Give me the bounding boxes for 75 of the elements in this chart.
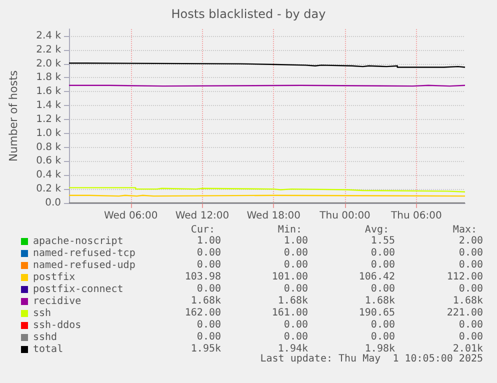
y-tick-label: 1.2 k [36, 114, 62, 125]
text: 0.00 [196, 332, 222, 342]
legend-label: postfix-connect [33, 284, 124, 295]
text: 1.00 [284, 236, 308, 246]
y-tick-label: 1.0 k [36, 128, 62, 139]
text: 101.00 [272, 272, 308, 282]
text: 106.42 [358, 272, 395, 282]
text: 1.68k [364, 296, 396, 306]
legend-label: sshd [33, 332, 58, 343]
legend-label: ssh-ddos [33, 320, 82, 331]
text: Max: [452, 224, 478, 236]
text: Last update: Thu May 1 10:05:00 2025 [260, 354, 484, 364]
text: 0.00 [458, 260, 484, 270]
text: 2.01k [452, 344, 484, 354]
text: 1.95k [190, 344, 222, 354]
y-tick-label: 2.0 k [36, 58, 62, 70]
y-axis-title: Number of hosts [7, 70, 20, 162]
text: 0.00 [284, 284, 308, 294]
x-tick-label: Wed 12:00 [175, 210, 230, 222]
text: 0.00 [196, 284, 222, 294]
text: 221.00 [446, 308, 483, 318]
text: 161.00 [272, 308, 308, 318]
y-tick-label: 1.6 k [36, 86, 62, 98]
text: 0.00 [370, 320, 396, 330]
text: 1.98k [364, 344, 396, 354]
y-tick-label: 0.6 k [36, 156, 62, 167]
text: 1.55 [370, 236, 396, 246]
text: 1.68k [452, 296, 484, 306]
text: 162.00 [184, 308, 221, 318]
text: 0.00 [284, 248, 308, 258]
y-tick-label: 0.4 k [36, 170, 62, 181]
text: 0.00 [196, 320, 222, 330]
text: 0.00 [458, 332, 484, 342]
text: 0.00 [458, 284, 484, 294]
legend-label: named-refused-tcp [33, 248, 136, 259]
text: 190.65 [358, 308, 395, 318]
x-tick-label: Thu 00:00 [318, 210, 370, 222]
text: 1.68k [190, 296, 222, 306]
text: 1.00 [196, 236, 222, 246]
legend-label: recidive [33, 296, 82, 307]
legend-label: named-refused-udp [33, 260, 136, 271]
text: 0.00 [196, 248, 222, 258]
text: 0.00 [284, 260, 308, 270]
text: 0.00 [370, 284, 396, 294]
y-tick-label: 2.2 k [36, 44, 62, 56]
y-tick-label: 2.4 k [36, 30, 62, 42]
text: 0.00 [284, 332, 308, 342]
x-tick-label: Wed 06:00 [104, 210, 158, 222]
y-tick-label: 0.0 [45, 198, 61, 208]
text: 112.00 [446, 272, 483, 282]
legend-label: total [33, 344, 64, 355]
text: 0.00 [284, 320, 308, 330]
y-tick-label: 0.2 k [36, 184, 62, 195]
text: 1.94k [278, 344, 308, 354]
text: Min: [278, 224, 302, 236]
text: 0.00 [370, 332, 396, 342]
legend-label: apache-noscript [33, 236, 124, 247]
y-tick-label: 1.8 k [36, 72, 62, 84]
text: 0.00 [458, 320, 484, 330]
x-tick-label: Thu 06:00 [390, 210, 442, 222]
x-tick-label: Wed 18:00 [246, 210, 301, 222]
y-tick-label: 1.4 k [36, 100, 62, 112]
text: Avg: [364, 224, 390, 236]
legend-label: ssh [33, 308, 52, 319]
y-tick-label: 0.8 k [36, 142, 62, 153]
legend-label: postfix [33, 272, 76, 283]
text: 103.98 [184, 272, 221, 282]
text: 0.00 [458, 248, 484, 258]
chart-title: Hosts blacklisted - by day [171, 7, 326, 21]
text: 0.00 [196, 260, 222, 270]
text: Cur: [190, 224, 216, 236]
text: 1.68k [278, 296, 308, 306]
text: 2.00 [458, 236, 484, 246]
text: 0.00 [370, 248, 396, 258]
text: 0.00 [370, 260, 396, 270]
